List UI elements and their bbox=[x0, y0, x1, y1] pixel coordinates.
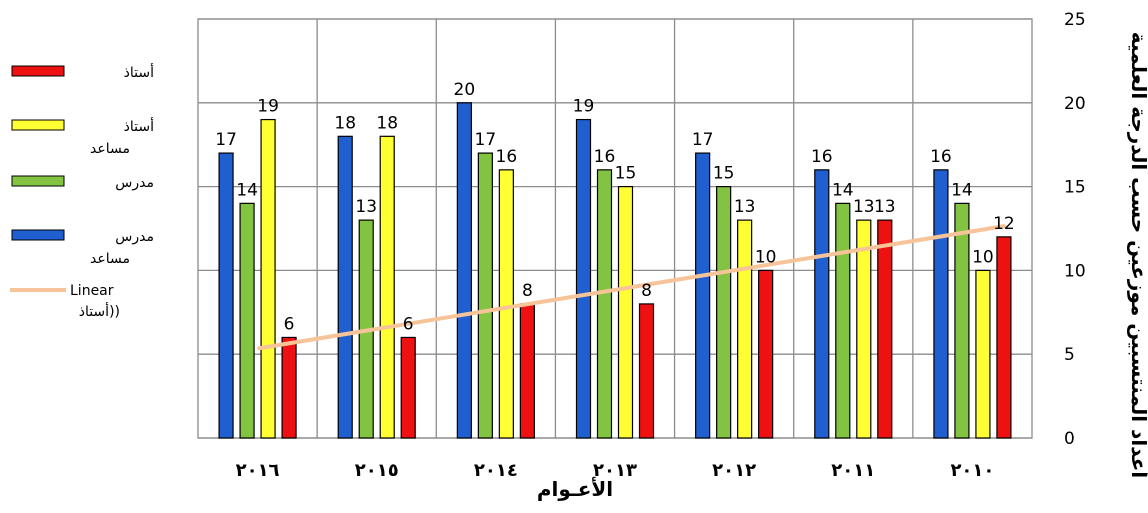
x-tick-label: ٢٠١٦ bbox=[236, 460, 280, 481]
bar bbox=[337, 135, 353, 439]
data-label: 17 bbox=[475, 130, 497, 150]
y-tick-label: 15 bbox=[1064, 178, 1086, 198]
legend-label: Linear bbox=[70, 283, 114, 299]
data-label: 10 bbox=[972, 247, 994, 267]
y-tick-label: 25 bbox=[1064, 10, 1086, 30]
bar bbox=[814, 169, 830, 439]
bar bbox=[498, 169, 514, 439]
bar bbox=[716, 186, 732, 439]
data-label: 13 bbox=[355, 197, 377, 217]
legend-label: مساعد bbox=[90, 251, 130, 267]
y-tick-label: 10 bbox=[1064, 261, 1086, 281]
data-label: 18 bbox=[376, 113, 398, 133]
trendline-linear bbox=[257, 224, 1006, 351]
bar bbox=[477, 152, 493, 439]
data-label: 13 bbox=[853, 197, 875, 217]
bar bbox=[856, 219, 872, 439]
legend-label: مدرس bbox=[115, 229, 154, 245]
bar bbox=[975, 269, 991, 439]
data-label: 14 bbox=[832, 180, 854, 200]
x-tick-label: ٢٠١٢ bbox=[712, 460, 756, 481]
data-label: 17 bbox=[692, 130, 714, 150]
legend-label: أستاذ)) bbox=[79, 302, 120, 320]
data-label: 17 bbox=[215, 130, 237, 150]
bar bbox=[835, 202, 851, 439]
x-tick-label: ٢٠١٤ bbox=[474, 460, 518, 481]
bar bbox=[218, 152, 234, 439]
data-label: 8 bbox=[641, 281, 652, 301]
bar bbox=[737, 219, 753, 439]
bar bbox=[575, 118, 592, 439]
data-label: 20 bbox=[454, 80, 476, 100]
plot-area bbox=[197, 18, 1033, 439]
bar bbox=[954, 202, 970, 439]
data-label: 19 bbox=[257, 97, 279, 117]
bar bbox=[239, 202, 255, 439]
data-label: 18 bbox=[334, 113, 356, 133]
legend-label: مساعد bbox=[90, 141, 130, 157]
data-label: 15 bbox=[615, 164, 637, 184]
y-tick-label: 0 bbox=[1064, 429, 1075, 449]
x-tick-label: ٢٠١١ bbox=[831, 460, 875, 481]
bar bbox=[695, 152, 711, 439]
data-label: 16 bbox=[930, 147, 952, 167]
bar bbox=[379, 135, 395, 439]
bar bbox=[617, 186, 634, 439]
data-label: 16 bbox=[811, 147, 833, 167]
bar bbox=[996, 236, 1012, 439]
data-label: 16 bbox=[594, 147, 616, 167]
y-axis-title: أعداد المنتسبين موزعين حسب الدرجة العلمي… bbox=[1127, 32, 1148, 478]
bar bbox=[400, 336, 416, 439]
bar bbox=[933, 169, 949, 439]
legend-swatch bbox=[11, 175, 65, 187]
bar bbox=[596, 169, 613, 439]
bar bbox=[456, 102, 472, 439]
legend-label: مدرس bbox=[115, 175, 154, 191]
grid bbox=[197, 18, 1033, 439]
x-tick-label: ٢٠١٥ bbox=[355, 460, 399, 481]
data-label: 13 bbox=[874, 197, 896, 217]
x-tick-label: ٢٠١٠ bbox=[950, 460, 994, 481]
x-axis-title: الأعـوام bbox=[537, 476, 613, 501]
data-label: 14 bbox=[236, 180, 258, 200]
data-label: 6 bbox=[403, 314, 414, 334]
y-tick-label: 20 bbox=[1064, 94, 1086, 114]
legend-swatch bbox=[11, 119, 65, 131]
bar bbox=[281, 336, 297, 439]
data-label: 15 bbox=[713, 164, 735, 184]
legend-label: أستاذ bbox=[124, 117, 154, 135]
legend-label: أستاذ bbox=[124, 63, 154, 81]
data-label: 19 bbox=[573, 97, 595, 117]
bar bbox=[638, 303, 655, 439]
y-tick-label: 5 bbox=[1064, 345, 1075, 365]
data-label: 12 bbox=[993, 214, 1015, 234]
legend-swatch bbox=[11, 65, 65, 77]
data-label: 6 bbox=[284, 314, 295, 334]
x-tick-label: ٢٠١٣ bbox=[593, 460, 637, 481]
data-label: 10 bbox=[755, 247, 777, 267]
bars bbox=[218, 102, 1012, 439]
bar bbox=[519, 303, 535, 439]
data-label: 8 bbox=[522, 281, 533, 301]
bar bbox=[758, 269, 774, 439]
bar bbox=[877, 219, 893, 439]
data-label: 16 bbox=[496, 147, 518, 167]
data-labels: 1714196181318620171681916158171513101614… bbox=[215, 80, 1014, 335]
x-axis-ticks: ٢٠١٦ ٢٠١٥ ٢٠١٤ ٢٠١٣ ٢٠١٢ ٢٠١١ ٢٠١٠ bbox=[236, 460, 994, 481]
data-label: 14 bbox=[951, 180, 973, 200]
legend: أستاذ أستاذ مساعد مدرس مدرس مساعد Linear أستاذ)… bbox=[10, 63, 154, 320]
y-axis-ticks: 0 5 10 15 20 25 bbox=[1064, 10, 1086, 449]
legend-swatch bbox=[11, 229, 65, 241]
data-label: 13 bbox=[734, 197, 756, 217]
trendline bbox=[257, 224, 1006, 351]
bar bbox=[260, 118, 276, 439]
